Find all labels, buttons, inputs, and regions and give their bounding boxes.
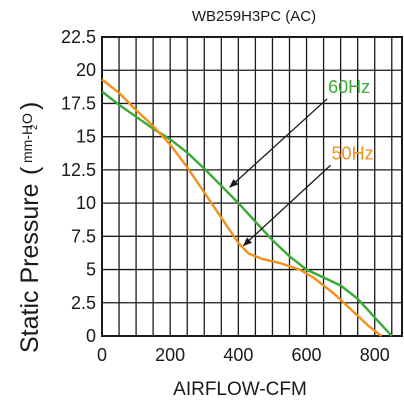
x-axis-label: AIRFLOW-CFM — [173, 379, 307, 400]
y-tick-label: 20 — [76, 60, 96, 80]
plot-border — [101, 36, 403, 337]
x-tick-label: 600 — [292, 345, 322, 365]
series-line-50hz — [101, 78, 383, 337]
plot-frame — [101, 36, 403, 337]
series-label-60hz: 60Hz — [328, 77, 370, 97]
series-line-60hz — [101, 90, 393, 337]
y-axis-label-main: Static Pressure — [16, 183, 44, 353]
y-tick-label: 12.5 — [61, 160, 96, 180]
chart-title: WB259H3PC (AC) — [192, 8, 316, 25]
series-label-50hz: 50Hz — [332, 143, 374, 163]
x-tick-label: 400 — [223, 345, 253, 365]
y-tick-label: 17.5 — [61, 93, 96, 113]
y-tick-label: 5 — [86, 260, 96, 280]
y-tick-label: 10 — [76, 193, 96, 213]
y-tick-label: 15 — [76, 127, 96, 147]
y-axis-unit-open: ( — [16, 166, 44, 175]
y-tick-label: 22.5 — [61, 27, 96, 47]
x-tick-label: 800 — [360, 345, 390, 365]
x-tick-label: 200 — [155, 345, 185, 365]
arrow-50hz — [242, 164, 332, 247]
y-axis-unit-tail: O — [19, 113, 35, 124]
y-tick-label: 7.5 — [71, 226, 96, 246]
y-axis-unit-subscript: 2 — [29, 124, 40, 130]
y-tick-label: 0 — [86, 326, 96, 346]
arrow-60hz — [229, 98, 328, 188]
y-tick-label: 2.5 — [71, 293, 96, 313]
y-axis-label: Static Pressure ( mm-H 2 O ) — [16, 102, 44, 353]
series-lines — [101, 78, 393, 337]
annotations: 60Hz 50Hz — [229, 77, 374, 247]
x-tick-label: 0 — [97, 345, 107, 365]
y-axis-unit-close: ) — [16, 102, 44, 110]
tick-labels: 0 2.5 5 7.5 10 12.5 15 17.5 20 22.5 0 200 400 600 800 — [61, 27, 390, 365]
y-axis-unit-text: mm-H — [19, 125, 35, 163]
